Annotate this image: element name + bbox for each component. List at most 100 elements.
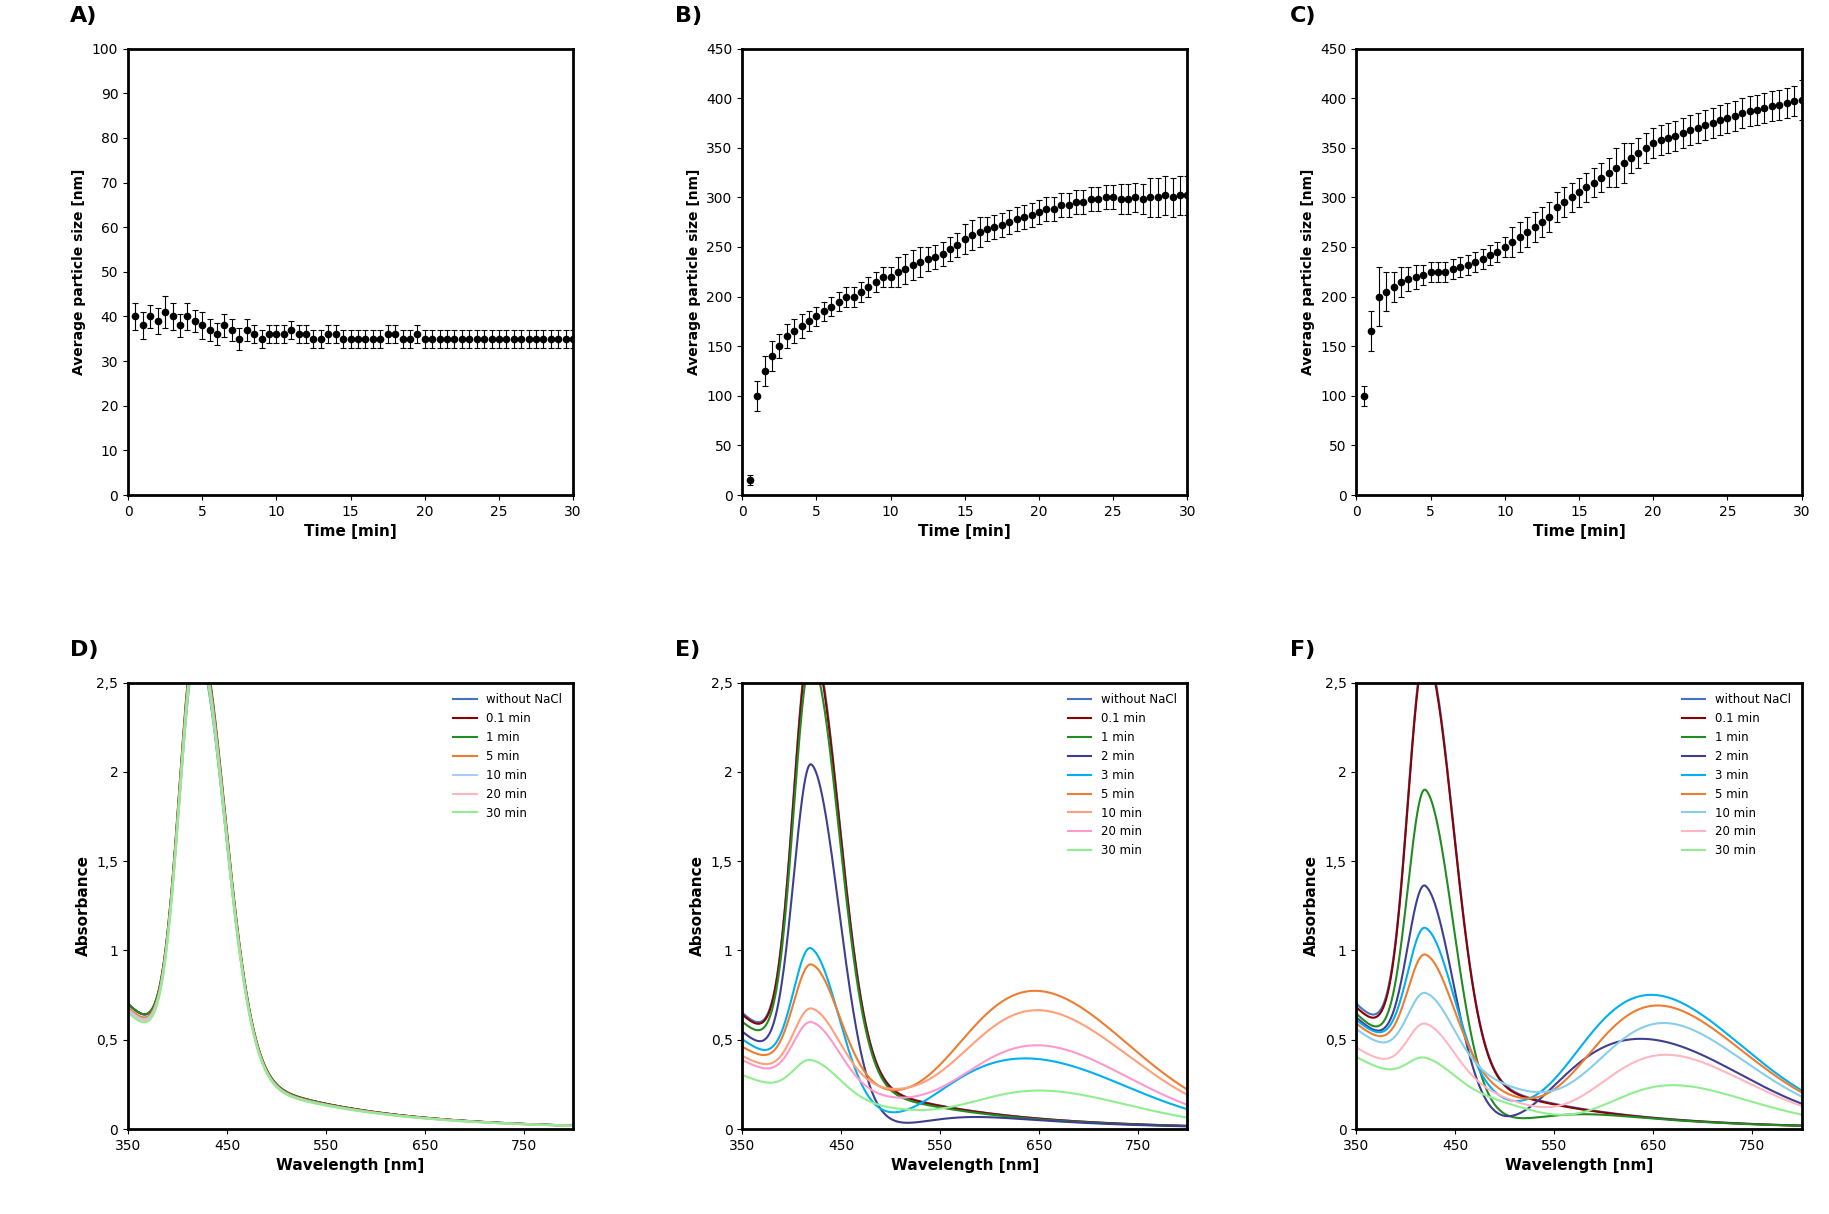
20 min bbox=[315, 1097, 337, 1112]
5 min bbox=[1417, 948, 1439, 963]
3 min bbox=[991, 1054, 1013, 1068]
without NaCl bbox=[1176, 1118, 1198, 1133]
30 min bbox=[187, 641, 209, 656]
X-axis label: Wavelength [nm]: Wavelength [nm] bbox=[1505, 1158, 1653, 1173]
1 min bbox=[1335, 997, 1357, 1011]
2 min bbox=[1544, 1078, 1566, 1093]
5 min bbox=[377, 1107, 399, 1122]
10 min bbox=[1417, 987, 1439, 1002]
20 min bbox=[1026, 1038, 1048, 1053]
without NaCl bbox=[1417, 646, 1439, 660]
X-axis label: Wavelength [nm]: Wavelength [nm] bbox=[891, 1158, 1039, 1173]
20 min bbox=[803, 1015, 825, 1029]
Line: 0.1 min: 0.1 min bbox=[1346, 654, 1802, 1125]
5 min bbox=[225, 910, 247, 925]
Text: B): B) bbox=[675, 6, 702, 25]
0.1 min bbox=[1335, 991, 1357, 1005]
2 min bbox=[1791, 1096, 1813, 1111]
without NaCl bbox=[1454, 915, 1476, 930]
0.1 min bbox=[1064, 1114, 1086, 1129]
5 min bbox=[1176, 1083, 1198, 1097]
10 min bbox=[1176, 1088, 1198, 1102]
Line: without NaCl: without NaCl bbox=[1346, 651, 1802, 1125]
3 min bbox=[1641, 987, 1663, 1002]
1 min bbox=[803, 656, 825, 670]
20 min bbox=[377, 1107, 399, 1122]
1 min bbox=[450, 1113, 472, 1128]
30 min bbox=[1791, 1107, 1813, 1122]
5 min bbox=[1641, 999, 1663, 1014]
30 min bbox=[108, 995, 130, 1010]
Line: 5 min: 5 min bbox=[119, 635, 572, 1125]
20 min bbox=[108, 994, 130, 1009]
2 min bbox=[1026, 1113, 1048, 1128]
0.1 min bbox=[1417, 649, 1439, 664]
1 min bbox=[721, 1005, 743, 1020]
10 min bbox=[1414, 986, 1436, 1000]
1 min bbox=[1641, 1111, 1663, 1125]
20 min bbox=[1791, 1099, 1813, 1113]
1 min bbox=[225, 907, 247, 921]
20 min bbox=[721, 1048, 743, 1062]
20 min bbox=[225, 914, 247, 929]
20 min bbox=[188, 639, 210, 653]
X-axis label: Time [min]: Time [min] bbox=[918, 524, 1011, 539]
1 min bbox=[188, 624, 210, 639]
30 min bbox=[188, 643, 210, 658]
Line: 3 min: 3 min bbox=[1346, 927, 1802, 1101]
Line: 20 min: 20 min bbox=[119, 643, 572, 1125]
Legend: without NaCl, 0.1 min, 1 min, 5 min, 10 min, 20 min, 30 min: without NaCl, 0.1 min, 1 min, 5 min, 10 … bbox=[448, 688, 567, 824]
30 min bbox=[1064, 1087, 1086, 1101]
20 min bbox=[799, 1015, 821, 1029]
1 min bbox=[801, 653, 823, 668]
Line: 30 min: 30 min bbox=[119, 648, 572, 1125]
20 min bbox=[1176, 1097, 1198, 1112]
0.1 min bbox=[562, 1118, 583, 1133]
Line: 2 min: 2 min bbox=[732, 764, 1187, 1127]
Line: 30 min: 30 min bbox=[1346, 1051, 1802, 1114]
1 min bbox=[1064, 1114, 1086, 1129]
Y-axis label: Absorbance: Absorbance bbox=[1304, 856, 1319, 957]
30 min bbox=[721, 1063, 743, 1078]
without NaCl bbox=[1641, 1111, 1663, 1125]
20 min bbox=[1641, 1049, 1663, 1063]
without NaCl bbox=[315, 1096, 337, 1111]
0.1 min bbox=[315, 1096, 337, 1111]
0.1 min bbox=[377, 1106, 399, 1121]
0.1 min bbox=[187, 625, 209, 640]
0.1 min bbox=[188, 628, 210, 642]
10 min bbox=[412, 1111, 433, 1125]
without NaCl bbox=[225, 915, 247, 930]
Legend: without NaCl, 0.1 min, 1 min, 2 min, 3 min, 5 min, 10 min, 20 min, 30 min: without NaCl, 0.1 min, 1 min, 2 min, 3 m… bbox=[1063, 688, 1182, 862]
Text: A): A) bbox=[70, 6, 97, 25]
3 min bbox=[1066, 1060, 1088, 1074]
3 min bbox=[1414, 920, 1436, 935]
10 min bbox=[108, 992, 130, 1006]
without NaCl bbox=[803, 632, 825, 647]
Line: 10 min: 10 min bbox=[732, 1009, 1187, 1095]
2 min bbox=[799, 756, 821, 771]
Line: 10 min: 10 min bbox=[1346, 993, 1802, 1096]
2 min bbox=[1454, 1027, 1476, 1042]
10 min bbox=[1604, 1038, 1626, 1053]
5 min bbox=[883, 1083, 905, 1097]
10 min bbox=[1542, 1083, 1564, 1097]
Line: 3 min: 3 min bbox=[732, 948, 1187, 1112]
0.1 min bbox=[840, 914, 861, 929]
without NaCl bbox=[1679, 1113, 1701, 1128]
3 min bbox=[1176, 1102, 1198, 1117]
20 min bbox=[1064, 1045, 1086, 1060]
2 min bbox=[989, 1111, 1011, 1125]
without NaCl bbox=[1335, 986, 1357, 1000]
Line: 20 min: 20 min bbox=[732, 1022, 1187, 1105]
2 min bbox=[1335, 1002, 1357, 1016]
2 min bbox=[927, 1112, 949, 1127]
30 min bbox=[1416, 1051, 1438, 1066]
10 min bbox=[840, 1051, 861, 1066]
2 min bbox=[1679, 1043, 1701, 1057]
0.1 min bbox=[1414, 647, 1436, 662]
5 min bbox=[562, 1118, 583, 1133]
0.1 min bbox=[721, 998, 743, 1012]
30 min bbox=[1604, 1093, 1626, 1107]
2 min bbox=[1606, 1036, 1628, 1050]
